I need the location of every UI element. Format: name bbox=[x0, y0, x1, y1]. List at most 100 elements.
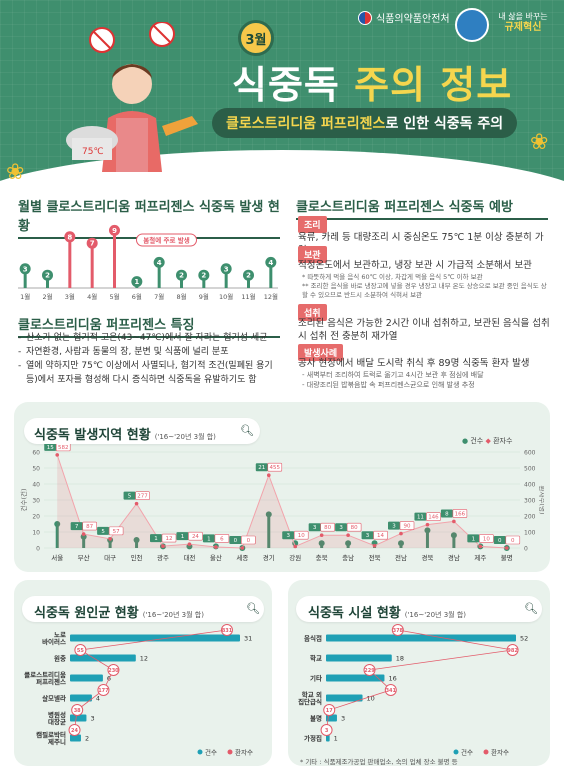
y-tick-right: 600 bbox=[524, 450, 536, 457]
case-value: 2 bbox=[85, 735, 89, 743]
patient-label: 12 bbox=[166, 536, 173, 542]
patient-point bbox=[363, 664, 376, 676]
case-bar bbox=[70, 734, 81, 742]
case-label: 1 bbox=[154, 536, 158, 542]
eat-text: 조리된 음식은 가능한 2시간 이내 섭취하고, 보관된 음식을 섭취 시 섭취… bbox=[298, 318, 550, 342]
region-panel-header bbox=[24, 418, 260, 444]
patient-point bbox=[108, 537, 112, 541]
case-label: 3 bbox=[339, 525, 343, 531]
case-label-box bbox=[70, 522, 83, 531]
case-value: 12 bbox=[140, 655, 148, 663]
legend-patients-marker bbox=[483, 749, 489, 755]
patient-point bbox=[266, 473, 271, 477]
legend-patients: 환자수 bbox=[235, 748, 253, 757]
tick-label: 서울 bbox=[51, 553, 63, 562]
y-tick-left: 60 bbox=[32, 450, 40, 457]
case-bar bbox=[70, 634, 240, 642]
case-value: 18 bbox=[396, 655, 404, 663]
tag-case: 발생사례 bbox=[298, 344, 344, 361]
patient-label-box bbox=[399, 521, 415, 530]
feature-item: 자연환경, 사람과 동물의 장, 분변 및 식품에 널리 분포 bbox=[18, 346, 280, 360]
patient-label: 982 bbox=[507, 648, 518, 654]
features-section-title: 클로스트리디움 퍼프리젠스 특징 bbox=[18, 314, 280, 338]
data-label: 2 bbox=[201, 272, 206, 280]
region-title-text: 식중독 발생지역 현황 bbox=[34, 428, 151, 443]
legend-cases: 건수 bbox=[205, 748, 217, 757]
case-bar bbox=[326, 694, 363, 702]
case-label: 3 bbox=[392, 524, 396, 530]
case-label-box bbox=[335, 523, 348, 532]
bar-point bbox=[64, 231, 76, 243]
case-label-box bbox=[493, 536, 506, 544]
tick-label: 울산 bbox=[210, 553, 222, 562]
case-label-box bbox=[282, 531, 295, 540]
title-part1: 식중독 bbox=[232, 63, 340, 107]
patient-point bbox=[391, 624, 404, 636]
patient-label-box bbox=[241, 535, 256, 545]
region-period: ('16~'20년 3월 합) bbox=[154, 433, 216, 441]
tick-label: 제주 bbox=[474, 554, 486, 562]
tag-cook: 조리 bbox=[298, 216, 327, 233]
cause-title-text: 식중독 원인균 현황 bbox=[34, 606, 139, 621]
tick-label: 전북 bbox=[369, 553, 381, 562]
facility-footnote: * 기타 : 식품제조가공업 판매업소, 숙의 업체 장소 불명 등 bbox=[300, 758, 458, 766]
case-label-box bbox=[361, 531, 374, 540]
legend-patients: 환자수 bbox=[493, 437, 513, 445]
tag-store: 보관 bbox=[298, 246, 327, 263]
tick-label: 5월 bbox=[109, 292, 119, 301]
tick-label: 인천 bbox=[131, 553, 143, 562]
y-tick-right: 200 bbox=[524, 514, 536, 521]
tick-label: 11월 bbox=[241, 292, 255, 301]
bar-point bbox=[265, 256, 277, 268]
patient-label: 455 bbox=[270, 465, 281, 471]
case-point bbox=[80, 533, 87, 540]
legend-cases-marker bbox=[453, 749, 459, 755]
case-point bbox=[450, 532, 457, 539]
case-label: 11 bbox=[417, 515, 424, 521]
slogan-small: 내 삶을 바꾸는 bbox=[498, 12, 548, 21]
patient-label-box bbox=[452, 509, 468, 518]
patient-label-box bbox=[108, 526, 124, 536]
tick-label: 경남 bbox=[448, 553, 460, 562]
tick-label: 2월 bbox=[42, 292, 52, 301]
y-tick-right: 100 bbox=[524, 530, 536, 537]
tick-label: 7월 bbox=[154, 292, 164, 301]
patient-label: 17 bbox=[326, 708, 333, 714]
y-tick-right: 0 bbox=[524, 546, 528, 553]
patient-point bbox=[81, 532, 86, 536]
facility-panel-title: 식중독 시설 현황 ('16~'20년 3월 합) bbox=[308, 602, 466, 621]
bar-point bbox=[220, 263, 232, 275]
case-label-box bbox=[150, 534, 162, 543]
case-point bbox=[345, 540, 352, 547]
tick-label: 강원 bbox=[289, 553, 301, 562]
case-point bbox=[398, 540, 404, 547]
patient-line bbox=[56, 454, 507, 549]
case-label: 5 bbox=[128, 494, 132, 500]
cause-panel-title: 식중독 원인균 현황 ('16~'20년 3월 합) bbox=[34, 602, 204, 621]
search-icon: 🔍︎ bbox=[246, 602, 260, 615]
feature-item: 산소가 없는 혐기적 고온(43~47℃)에서 잘 자라는 혐기성 세균 bbox=[18, 332, 280, 346]
category-label: 가정집 bbox=[304, 734, 322, 743]
y-tick-left: 30 bbox=[32, 498, 40, 505]
case-value: 16 bbox=[388, 675, 396, 683]
case-bar bbox=[326, 674, 385, 682]
y-tick-left: 50 bbox=[32, 466, 40, 473]
patient-label-box bbox=[293, 530, 309, 540]
patient-label-box bbox=[161, 533, 177, 543]
data-label: 8 bbox=[67, 233, 72, 241]
bar-point bbox=[243, 269, 254, 281]
patient-point bbox=[346, 533, 350, 537]
patient-label: 24 bbox=[192, 534, 199, 540]
case-text: 공사 현장에서 배달 도시락 취식 후 89명 식중독 환자 발생 bbox=[298, 358, 530, 369]
cause-period: ('16~'20년 3월 합) bbox=[142, 611, 204, 619]
patient-label: 87 bbox=[86, 524, 93, 530]
category-label: 제주니 bbox=[48, 737, 66, 746]
category-label: 캠필로박터 bbox=[36, 730, 66, 739]
patient-label: 230 bbox=[108, 668, 119, 674]
case-value: 10 bbox=[367, 695, 375, 703]
patient-label: 0 bbox=[247, 538, 251, 544]
patient-label: 166 bbox=[455, 511, 466, 517]
case-label-box bbox=[97, 526, 110, 535]
